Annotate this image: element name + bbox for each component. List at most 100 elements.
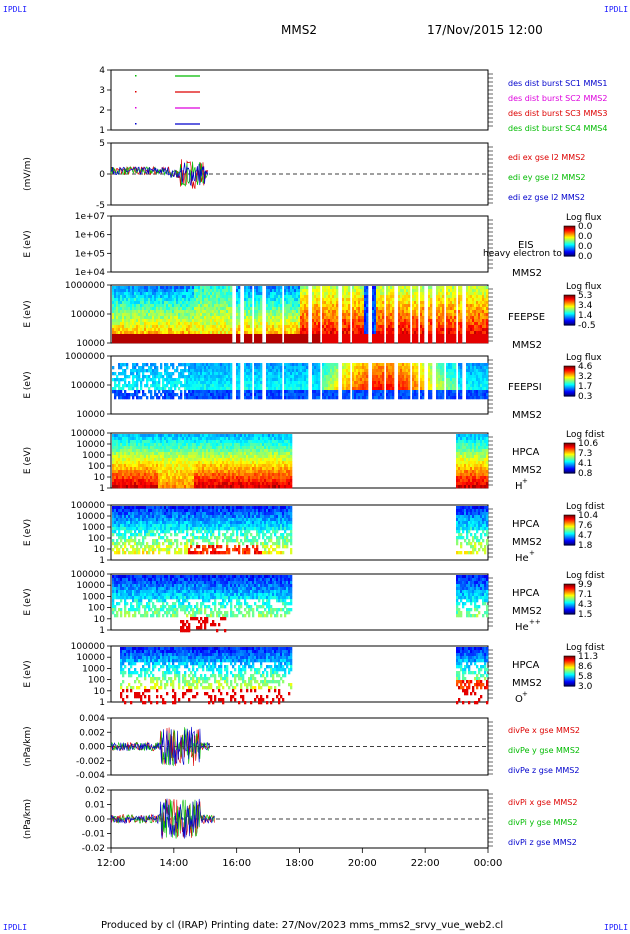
feepsi-cell: [218, 369, 221, 373]
feepse-cell: [116, 304, 119, 308]
feepsi-cell: [278, 378, 281, 382]
feepsi-cell: [448, 378, 451, 382]
feepsi-cell: [360, 393, 363, 397]
feepse-cell: [324, 325, 327, 329]
feepse-cell: [224, 304, 227, 308]
feepse-cell: [346, 295, 349, 299]
feepsi-cell: [466, 363, 469, 367]
feepse-cell: [268, 337, 271, 341]
feepsi-cell: [458, 378, 461, 382]
feepse-cell: [162, 304, 165, 308]
feepse-cell: [146, 328, 149, 332]
feepse-cell: [354, 286, 357, 290]
feepse-cell: [392, 304, 395, 308]
feepse-cell: [466, 340, 469, 344]
feepse-cell: [168, 307, 171, 311]
feepsi-cell: [292, 372, 295, 376]
feepsi-cell: [366, 384, 369, 388]
feepse-cell: [404, 340, 407, 344]
feepse-cell: [486, 301, 489, 305]
feepsi-cell: [220, 396, 223, 400]
feepsi-cell: [486, 369, 489, 373]
feepse-cell: [476, 340, 479, 344]
feepse-cell: [210, 316, 213, 320]
feepse-cell: [300, 340, 303, 344]
feepse-cell: [214, 316, 217, 320]
colorbar-cell: [564, 298, 575, 300]
feepse-cell: [438, 340, 441, 344]
feepse-cell: [412, 322, 415, 326]
feepsi-cell: [452, 366, 455, 370]
feepse-cell: [142, 301, 145, 305]
feepse-cell: [294, 328, 297, 332]
feepse-cell: [172, 307, 175, 311]
feepse-cell: [342, 328, 345, 332]
feepsi-cell: [118, 363, 121, 367]
feepse-cell: [440, 325, 443, 329]
feepse-cell: [416, 304, 419, 308]
feepsi-cell: [452, 384, 455, 388]
feepse-cell: [198, 316, 201, 320]
feepsi-cell: [382, 390, 385, 394]
feepse-cell: [450, 310, 453, 314]
feepse-cell: [160, 325, 163, 329]
feepse-cell: [250, 304, 253, 308]
feepse-cell: [290, 295, 293, 299]
feepse-cell: [230, 322, 233, 326]
feepsi-cell: [218, 387, 221, 391]
feepse-cell: [354, 316, 357, 320]
feepsi-cell: [158, 387, 161, 391]
feepse-cell: [332, 292, 335, 296]
feepsi-cell: [270, 387, 273, 391]
feepsi-cell: [364, 384, 367, 388]
feepse-cell: [362, 322, 365, 326]
feepse-cell: [168, 316, 171, 320]
feepsi-cell: [362, 387, 365, 391]
feepse-cell: [388, 325, 391, 329]
feepse-cell: [374, 325, 377, 329]
feepse-cell: [358, 304, 361, 308]
feepsi-cell: [388, 390, 391, 394]
feepsi-cell: [398, 378, 401, 382]
feepse-cell: [244, 340, 247, 344]
feepse-cell: [204, 289, 207, 293]
feepse-cell: [148, 322, 151, 326]
feepsi-cell: [114, 378, 117, 382]
feepsi-cell: [214, 375, 217, 379]
feepsi-cell: [482, 396, 485, 400]
feepse-cell: [292, 295, 295, 299]
feepse-cell: [380, 289, 383, 293]
feepse-cell: [312, 286, 315, 290]
feepse-cell: [192, 313, 195, 317]
feepse-cell: [260, 316, 263, 320]
feepse-cell: [294, 304, 297, 308]
feepse-cell: [344, 286, 347, 290]
feepsi-cell: [466, 384, 469, 388]
feepse-cell: [224, 307, 227, 311]
feepse-cell: [360, 307, 363, 311]
feepse-cell: [380, 304, 383, 308]
feepse-cell: [184, 325, 187, 329]
feepse-cell: [186, 325, 189, 329]
feepsi-cell: [304, 363, 307, 367]
feepse-cell: [304, 301, 307, 305]
feepsi-cell: [120, 366, 123, 370]
feepsi-cell: [400, 372, 403, 376]
feepse-cell: [254, 331, 257, 335]
feepse-cell: [392, 334, 395, 338]
feepse-cell: [168, 313, 171, 317]
colorbar-cell: [564, 301, 575, 303]
feepse-cell: [210, 322, 213, 326]
feepse-cell: [450, 325, 453, 329]
feepse-cell: [174, 325, 177, 329]
feepsi-cell: [466, 366, 469, 370]
feepsi-cell: [140, 378, 143, 382]
feepse-cell: [302, 331, 305, 335]
feepse-cell: [204, 313, 207, 317]
feepsi-cell: [400, 390, 403, 394]
feepsi-cell: [342, 366, 345, 370]
feepse-cell: [474, 340, 477, 344]
feepsi-cell: [146, 396, 149, 400]
feepsi-cell: [484, 396, 487, 400]
feepsi-cell: [416, 369, 419, 373]
